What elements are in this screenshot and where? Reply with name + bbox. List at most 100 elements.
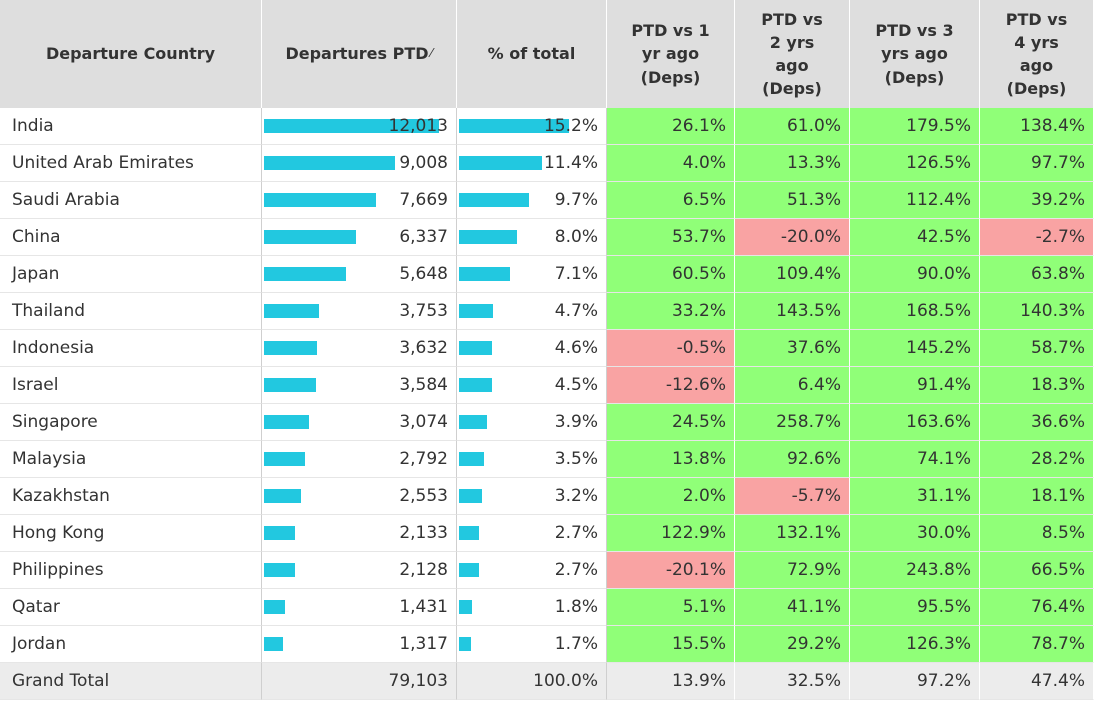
pct-total-cell: 9.7% — [457, 182, 607, 219]
vs-4yrs-cell: 63.8% — [980, 256, 1094, 293]
header-pct-total[interactable]: % of total — [457, 0, 607, 108]
vs-2yrs-cell: 51.3% — [735, 182, 850, 219]
vs-2yrs-cell: 61.0% — [735, 108, 850, 145]
pct-total-bar — [459, 230, 517, 244]
header-vs-1yr[interactable]: PTD vs 1 yr ago (Deps) — [607, 0, 735, 108]
country-cell[interactable]: Indonesia — [0, 330, 262, 367]
grand-total-vs-4yrs: 47.4% — [980, 663, 1094, 700]
pct-total-bar — [459, 193, 530, 207]
vs-4yrs-cell: 36.6% — [980, 404, 1094, 441]
header-label: % of total — [487, 44, 576, 64]
country-cell[interactable]: United Arab Emirates — [0, 145, 262, 182]
pct-total-bar — [459, 156, 542, 170]
departures-bar — [264, 637, 284, 651]
departures-value: 6,337 — [399, 227, 448, 247]
departures-value: 12,013 — [388, 116, 448, 136]
country-cell[interactable]: Singapore — [0, 404, 262, 441]
departures-bar — [264, 156, 396, 170]
vs-2yrs-cell: 6.4% — [735, 367, 850, 404]
vs-4yrs-cell: 78.7% — [980, 626, 1094, 663]
pct-total-cell: 2.7% — [457, 515, 607, 552]
country-cell[interactable]: Japan — [0, 256, 262, 293]
departures-value: 3,753 — [399, 301, 448, 321]
grand-total-vs-3yrs: 97.2% — [850, 663, 980, 700]
pct-total-bar — [459, 452, 485, 466]
departures-value: 7,669 — [399, 190, 448, 210]
vs-4yrs-cell: 18.1% — [980, 478, 1094, 515]
departures-value: 2,133 — [399, 523, 448, 543]
vs-3yrs-cell: 30.0% — [850, 515, 980, 552]
departures-value: 3,632 — [399, 338, 448, 358]
grand-total-vs-1yr: 13.9% — [607, 663, 735, 700]
departures-cell: 6,337 — [262, 219, 457, 256]
vs-3yrs-cell: 243.8% — [850, 552, 980, 589]
country-cell[interactable]: Hong Kong — [0, 515, 262, 552]
country-cell[interactable]: China — [0, 219, 262, 256]
vs-4yrs-cell: 97.7% — [980, 145, 1094, 182]
pct-total-cell: 7.1% — [457, 256, 607, 293]
pct-total-cell: 1.7% — [457, 626, 607, 663]
vs-3yrs-cell: 42.5% — [850, 219, 980, 256]
vs-2yrs-cell: 72.9% — [735, 552, 850, 589]
pct-total-bar — [459, 304, 493, 318]
header-vs-3yrs[interactable]: PTD vs 3 yrs ago (Deps) — [850, 0, 980, 108]
country-cell[interactable]: Saudi Arabia — [0, 182, 262, 219]
vs-3yrs-cell: 31.1% — [850, 478, 980, 515]
pct-total-cell: 8.0% — [457, 219, 607, 256]
header-vs-2yrs[interactable]: PTD vs 2 yrs ago (Deps) — [735, 0, 850, 108]
departures-value: 3,074 — [399, 412, 448, 432]
country-cell[interactable]: India — [0, 108, 262, 145]
vs-1yr-cell: 60.5% — [607, 256, 735, 293]
pct-total-value: 2.7% — [554, 523, 598, 543]
vs-4yrs-cell: 76.4% — [980, 589, 1094, 626]
vs-4yrs-cell: 8.5% — [980, 515, 1094, 552]
departures-value: 1,317 — [399, 634, 448, 654]
departures-value: 3,584 — [399, 375, 448, 395]
departures-bar — [264, 563, 295, 577]
sort-icon[interactable]: ⁄ — [430, 46, 433, 61]
pct-total-value: 8.0% — [554, 227, 598, 247]
vs-4yrs-cell: 28.2% — [980, 441, 1094, 478]
pct-total-value: 1.8% — [554, 597, 598, 617]
header-departure-country[interactable]: Departure Country — [0, 0, 262, 108]
header-label: Departure Country — [45, 44, 216, 64]
vs-1yr-cell: 53.7% — [607, 219, 735, 256]
country-cell[interactable]: Philippines — [0, 552, 262, 589]
vs-3yrs-cell: 163.6% — [850, 404, 980, 441]
departures-value: 2,553 — [399, 486, 448, 506]
pct-total-bar — [459, 563, 479, 577]
header-departures-ptd[interactable]: Departures PTD ⁄ — [262, 0, 457, 108]
country-cell[interactable]: Qatar — [0, 589, 262, 626]
vs-4yrs-cell: -2.7% — [980, 219, 1094, 256]
country-cell[interactable]: Malaysia — [0, 441, 262, 478]
departures-cell: 2,128 — [262, 552, 457, 589]
departures-bar — [264, 378, 317, 392]
header-vs-4yrs[interactable]: PTD vs 4 yrs ago (Deps) — [980, 0, 1094, 108]
pct-total-cell: 1.8% — [457, 589, 607, 626]
departures-value: 2,128 — [399, 560, 448, 580]
departures-cell: 2,133 — [262, 515, 457, 552]
departures-cell: 5,648 — [262, 256, 457, 293]
header-label: PTD vs 1 yr ago (Deps) — [631, 21, 710, 87]
departures-cell: 1,431 — [262, 589, 457, 626]
country-cell[interactable]: Jordan — [0, 626, 262, 663]
country-cell[interactable]: Thailand — [0, 293, 262, 330]
departures-bar — [264, 600, 285, 614]
vs-2yrs-cell: 29.2% — [735, 626, 850, 663]
country-cell[interactable]: Kazakhstan — [0, 478, 262, 515]
departures-bar — [264, 230, 357, 244]
vs-3yrs-cell: 126.5% — [850, 145, 980, 182]
pct-total-cell: 3.5% — [457, 441, 607, 478]
pct-total-bar — [459, 119, 569, 133]
vs-3yrs-cell: 91.4% — [850, 367, 980, 404]
pct-total-cell: 3.2% — [457, 478, 607, 515]
vs-3yrs-cell: 126.3% — [850, 626, 980, 663]
departures-cell: 7,669 — [262, 182, 457, 219]
vs-3yrs-cell: 145.2% — [850, 330, 980, 367]
pct-total-value: 4.5% — [554, 375, 598, 395]
vs-1yr-cell: -0.5% — [607, 330, 735, 367]
departures-bar — [264, 119, 439, 133]
country-cell[interactable]: Israel — [0, 367, 262, 404]
vs-4yrs-cell: 58.7% — [980, 330, 1094, 367]
pct-total-bar — [459, 489, 483, 503]
